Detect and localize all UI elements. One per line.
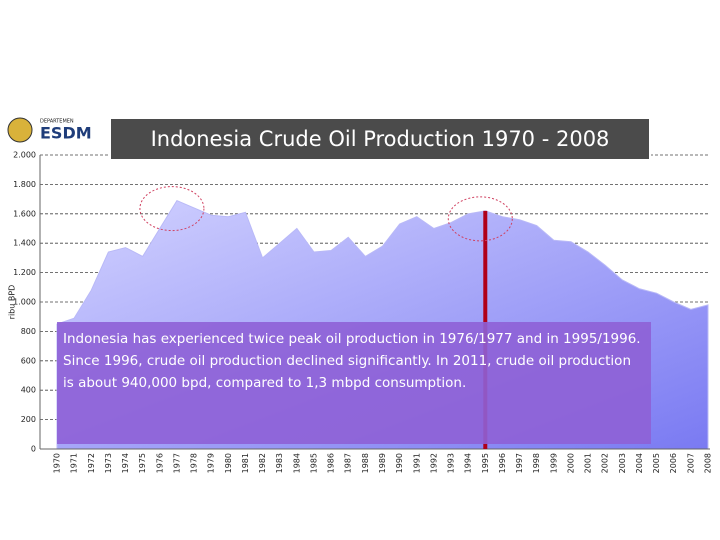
y-tick-label: 800 — [21, 327, 36, 336]
y-tick-label: 600 — [21, 356, 36, 365]
y-tick-label: 0 — [31, 445, 36, 454]
x-tick-label: 1988 — [361, 453, 370, 473]
x-tick-label: 1995 — [481, 453, 490, 473]
y-tick-label: 2.000 — [13, 151, 36, 160]
y-tick-label: 1.800 — [13, 180, 36, 189]
x-tick-label: 1993 — [447, 453, 456, 473]
x-tick-label: 1997 — [515, 453, 524, 473]
y-tick-label: 1.000 — [13, 298, 36, 307]
x-tick-label: 1996 — [498, 453, 507, 473]
x-tick-label: 1970 — [53, 453, 62, 473]
x-tick-label: 1992 — [429, 453, 438, 473]
x-tick-label: 2000 — [566, 453, 575, 473]
peak-ellipse — [447, 196, 513, 242]
x-tick-label: 2006 — [669, 453, 678, 473]
x-tick-label: 1989 — [378, 453, 387, 473]
x-tick-label: 1976 — [155, 453, 164, 473]
x-tick-label: 1981 — [241, 453, 250, 473]
x-tick-label: 2004 — [635, 453, 644, 473]
annotation-text: Indonesia has experienced twice peak oil… — [63, 331, 641, 347]
x-tick-label: 1999 — [549, 453, 558, 473]
x-tick-label: 1974 — [121, 453, 130, 473]
title-box — [109, 117, 651, 161]
x-tick-label: 1973 — [104, 453, 113, 473]
x-tick-label: 1998 — [532, 453, 541, 473]
x-tick-label: 2003 — [618, 453, 627, 473]
x-tick-label: 2001 — [584, 453, 593, 473]
x-tick-label: 1985 — [309, 453, 318, 473]
y-tick-label: 200 — [21, 415, 36, 424]
x-tick-label: 1983 — [275, 453, 284, 473]
peak-ellipse — [139, 186, 205, 232]
y-tick-label: 1.400 — [13, 239, 36, 248]
x-tick-label: 1980 — [224, 453, 233, 473]
x-tick-label: 1977 — [172, 453, 181, 473]
x-tick-label: 2007 — [686, 453, 695, 473]
logo-emblem — [7, 117, 33, 143]
x-tick-label: 1991 — [412, 453, 421, 473]
y-tick-label: 400 — [21, 386, 36, 395]
x-tick-label: 1972 — [87, 453, 96, 473]
x-tick-label: 2005 — [652, 453, 661, 473]
x-tick-label: 1994 — [464, 453, 473, 473]
y-tick-label: 1.600 — [13, 209, 36, 218]
x-tick-label: 2002 — [601, 453, 610, 473]
x-tick-label: 1978 — [190, 453, 199, 473]
annotation-text: Since 1996, crude oil production decline… — [63, 353, 631, 391]
y-axis-label: ribu BPD — [8, 285, 17, 320]
x-tick-label: 1986 — [327, 453, 336, 473]
logo: DEPARTEMEN ESDM — [7, 117, 92, 143]
logo-small: DEPARTEMEN — [40, 119, 74, 125]
chart-title: Indonesia Crude Oil Production 1970 - 20… — [151, 127, 610, 151]
x-tick-label: 1982 — [258, 453, 267, 473]
annotation-box: Indonesia has experienced twice peak oil… — [57, 322, 651, 444]
y-tick-label: 1.200 — [13, 268, 36, 277]
x-tick-label: 1979 — [207, 453, 216, 473]
x-tick-label: 2008 — [704, 453, 713, 473]
x-tick-label: 1975 — [138, 453, 147, 473]
logo-name: ESDM — [40, 124, 92, 143]
x-tick-label: 1987 — [344, 453, 353, 473]
x-tick-label: 1984 — [292, 453, 301, 473]
x-tick-label: 1990 — [395, 453, 404, 473]
x-tick-label: 1971 — [70, 453, 79, 473]
